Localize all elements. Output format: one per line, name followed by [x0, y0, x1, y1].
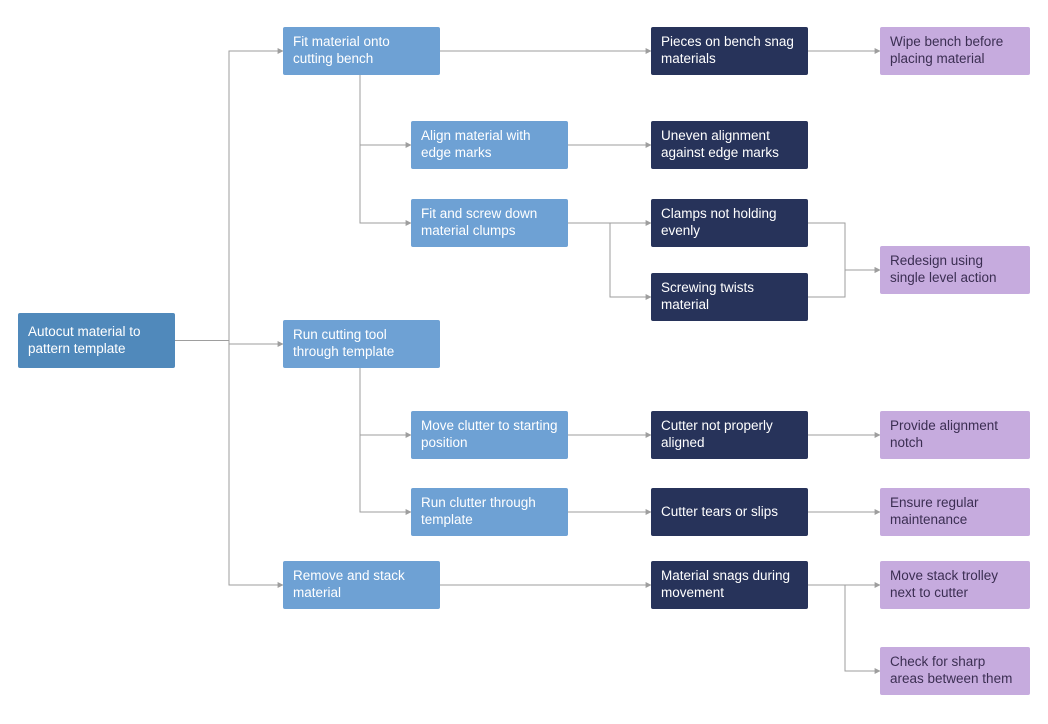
edge-clamps-redesign — [808, 223, 880, 270]
node-runthru: Run clutter through template — [411, 488, 568, 536]
node-maint: Ensure regular maintenance — [880, 488, 1030, 536]
edge-fit-clumps — [360, 75, 411, 223]
node-label: Cutter not properly aligned — [661, 418, 798, 452]
node-label: Pieces on bench snag materials — [661, 34, 798, 68]
node-label: Run clutter through template — [421, 495, 558, 529]
node-clumps: Fit and screw down material clumps — [411, 199, 568, 247]
node-move: Move clutter to starting position — [411, 411, 568, 459]
node-uneven: Uneven alignment against edge marks — [651, 121, 808, 169]
node-label: Provide alignment notch — [890, 418, 1020, 452]
node-label: Fit and screw down material clumps — [421, 206, 558, 240]
node-label: Redesign using single level action — [890, 253, 1020, 287]
node-run: Run cutting tool through template — [283, 320, 440, 368]
node-label: Move clutter to starting position — [421, 418, 558, 452]
node-label: Fit material onto cutting bench — [293, 34, 430, 68]
node-trolley: Move stack trolley next to cutter — [880, 561, 1030, 609]
node-label: Material snags during movement — [661, 568, 798, 602]
node-notch: Provide alignment notch — [880, 411, 1030, 459]
node-align: Align material with edge marks — [411, 121, 568, 169]
node-label: Cutter tears or slips — [661, 504, 778, 521]
edge-clumps-screw — [568, 223, 651, 297]
edge-screw-redesign — [808, 270, 880, 297]
node-fit: Fit material onto cutting bench — [283, 27, 440, 75]
node-label: Run cutting tool through template — [293, 327, 430, 361]
node-clamps: Clamps not holding evenly — [651, 199, 808, 247]
edge-run-move — [360, 368, 411, 435]
node-label: Ensure regular maintenance — [890, 495, 1020, 529]
node-label: Screwing twists material — [661, 280, 798, 314]
node-pieces: Pieces on bench snag materials — [651, 27, 808, 75]
node-label: Clamps not holding evenly — [661, 206, 798, 240]
node-screw: Screwing twists material — [651, 273, 808, 321]
node-remove: Remove and stack material — [283, 561, 440, 609]
node-sharp: Check for sharp areas between them — [880, 647, 1030, 695]
node-label: Move stack trolley next to cutter — [890, 568, 1020, 602]
node-snags: Material snags during movement — [651, 561, 808, 609]
edge-root-run — [175, 341, 283, 345]
node-wipe: Wipe bench before placing material — [880, 27, 1030, 75]
node-root: Autocut material to pattern template — [18, 313, 175, 368]
node-label: Check for sharp areas between them — [890, 654, 1020, 688]
edge-fit-align — [360, 75, 411, 145]
node-label: Uneven alignment against edge marks — [661, 128, 798, 162]
edge-snags-sharp — [808, 585, 880, 671]
node-label: Align material with edge marks — [421, 128, 558, 162]
node-tears: Cutter tears or slips — [651, 488, 808, 536]
node-notalg: Cutter not properly aligned — [651, 411, 808, 459]
node-label: Remove and stack material — [293, 568, 430, 602]
edge-root-fit — [175, 51, 283, 341]
edge-root-remove — [175, 341, 283, 586]
node-redesign: Redesign using single level action — [880, 246, 1030, 294]
edge-run-runthru — [360, 368, 411, 512]
node-label: Wipe bench before placing material — [890, 34, 1020, 68]
node-label: Autocut material to pattern template — [28, 324, 165, 358]
